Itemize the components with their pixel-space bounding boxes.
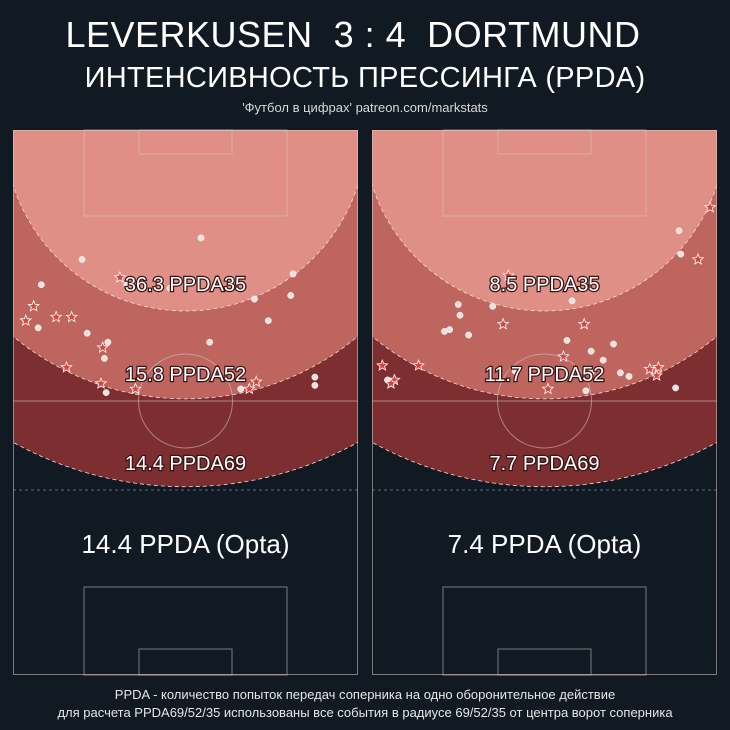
defensive-action-point xyxy=(489,302,497,310)
defensive-action-point xyxy=(311,373,319,381)
defensive-action-star xyxy=(496,317,510,330)
defensive-action-star xyxy=(65,310,78,323)
defensive-action-star xyxy=(643,362,656,375)
defensive-action-point xyxy=(441,328,448,335)
defensive-action-point xyxy=(102,389,110,396)
centre-circle xyxy=(138,353,233,449)
defensive-action-point xyxy=(37,281,45,289)
defensive-action-point xyxy=(465,331,472,339)
label-ppda69: 14.4 PPDA69 xyxy=(125,453,246,475)
centre-circle xyxy=(497,353,592,449)
match-title: LEVERKUSEN 3 : 4 DORTMUND xyxy=(0,14,706,56)
defensive-action-point xyxy=(677,250,685,258)
defensive-action-point xyxy=(617,369,624,377)
chart-subtitle: ИНТЕНСИВНОСТЬ ПРЕССИНГА (PPDA) xyxy=(84,62,646,94)
defensive-action-star xyxy=(376,359,389,371)
defensive-action-point xyxy=(83,329,91,337)
defensive-action-star xyxy=(94,377,108,389)
credit-line: 'Футбол в цифрах' patreon.com/markstats xyxy=(242,100,488,115)
defensive-action-star xyxy=(60,360,73,373)
defensive-action-star xyxy=(384,377,398,389)
defensive-action-star xyxy=(577,317,591,330)
defensive-action-point xyxy=(454,301,462,308)
defensive-action-point xyxy=(123,281,131,289)
defensive-action-point xyxy=(675,227,683,235)
label-ppda52: 11.7 PPDA52 xyxy=(485,364,605,386)
pitch-zones xyxy=(372,130,717,488)
bottom-six-yard-box xyxy=(497,648,592,676)
defensive-action-point xyxy=(587,347,595,355)
defensive-action-star xyxy=(557,350,570,362)
label-ppda35: 8.5 PPDA35 xyxy=(489,274,599,296)
defensive-action-star xyxy=(412,359,425,371)
defensive-action-point xyxy=(582,387,590,395)
footer-method: для расчета PPDA69/52/35 использованы вс… xyxy=(57,705,673,720)
defensive-action-star xyxy=(691,252,705,265)
zone-35 xyxy=(372,130,717,312)
defensive-action-point xyxy=(287,292,295,299)
defensive-action-star xyxy=(129,382,142,395)
label-ppda52: 15.8 PPDA52 xyxy=(125,364,246,386)
defensive-action-point xyxy=(311,381,319,389)
defensive-action-point xyxy=(206,338,214,346)
defensive-action-point xyxy=(610,340,617,348)
defensive-action-star xyxy=(19,314,33,326)
defensive-action-star xyxy=(703,200,717,213)
defensive-action-point xyxy=(599,356,607,364)
defensive-action-star xyxy=(27,299,40,312)
dortmund-pitch: 8.5 PPDA35 11.7 PPDA52 7.7 PPDA69 7.4 PPDA … xyxy=(372,129,717,676)
defensive-action-point xyxy=(289,270,297,278)
defensive-action-star xyxy=(541,382,555,395)
top-six-yard-box xyxy=(138,129,233,155)
label-ppda69: 7.7 PPDA69 xyxy=(489,453,599,475)
defensive-action-point xyxy=(625,372,633,380)
defensive-action-point xyxy=(568,297,576,305)
defensive-action-point xyxy=(264,317,272,325)
footer-definition: PPDA - количество попыток передач соперн… xyxy=(114,687,616,702)
defensive-action-star xyxy=(650,369,663,381)
defensive-action-star xyxy=(652,360,665,373)
defensive-action-point xyxy=(237,385,245,393)
home-team: LEVERKUSEN xyxy=(65,14,313,55)
top-six-yard-box xyxy=(497,129,592,155)
defensive-action-point xyxy=(166,284,174,292)
defensive-action-point xyxy=(251,295,258,303)
defensive-action-point xyxy=(672,384,679,392)
defensive-action-point xyxy=(511,367,519,375)
bottom-penalty-box xyxy=(83,586,288,676)
defensive-action-point xyxy=(104,338,112,346)
defensive-action-point xyxy=(587,369,595,377)
defensive-action-star xyxy=(96,341,109,353)
defensive-action-point xyxy=(563,337,571,344)
defensive-action-point xyxy=(101,355,108,362)
defensive-action-point xyxy=(456,311,464,319)
label-opta: 14.4 PPDA (Opta) xyxy=(81,529,289,559)
defensive-action-star xyxy=(249,375,263,388)
away-team: DORTMUND xyxy=(427,14,641,55)
bottom-six-yard-box xyxy=(138,648,233,676)
defensive-action-star xyxy=(502,269,515,282)
zone-35 xyxy=(13,130,358,312)
bottom-penalty-box xyxy=(442,586,647,676)
pitch-zones xyxy=(13,130,358,488)
defensive-action-point xyxy=(78,256,86,263)
match-score: 3 : 4 xyxy=(333,14,407,55)
defensive-action-star xyxy=(113,270,127,283)
label-opta: 7.4 PPDA (Opta) xyxy=(448,529,642,559)
defensive-action-star xyxy=(243,382,256,395)
defensive-action-point xyxy=(34,324,42,332)
leverkusen-pitch: 36.3 PPDA35 15.8 PPDA52 14.4 PPDA69 14.4 PP… xyxy=(13,129,358,676)
defensive-action-star xyxy=(49,310,63,323)
label-ppda35: 36.3 PPDA35 xyxy=(125,274,246,296)
defensive-action-point xyxy=(197,234,205,242)
